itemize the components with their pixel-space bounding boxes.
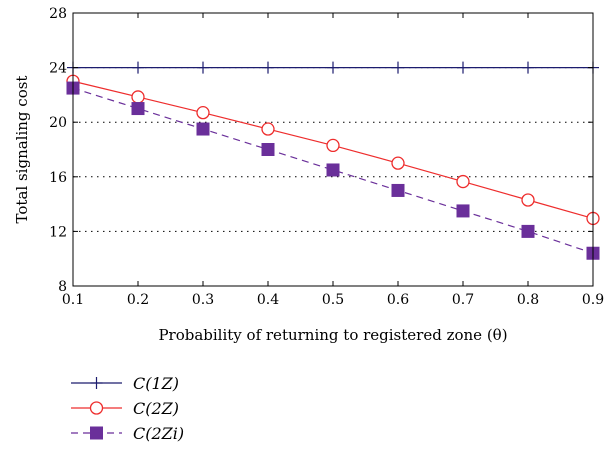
x-tick-label: 0.7 (452, 292, 474, 308)
series-group (66, 61, 600, 260)
data-point (196, 122, 210, 136)
y-axis-label: Total signaling cost (13, 76, 31, 224)
x-tick-label: 0.2 (127, 292, 149, 308)
series-2 (66, 74, 600, 226)
y-tick-label: 28 (49, 6, 67, 22)
data-point (457, 61, 469, 74)
data-point (456, 204, 470, 218)
ticks: 8 12 16 20 24 28 0.1 0.2 0.3 0.4 0.5 0.6 0.7 0.8 0.9 (49, 6, 604, 308)
data-point (522, 61, 534, 74)
data-point (131, 102, 145, 116)
series-3 (66, 81, 600, 260)
y-tick-label: 16 (49, 170, 67, 186)
data-point (196, 105, 210, 120)
y-tick-label: 20 (49, 115, 67, 131)
data-point (521, 224, 535, 238)
legend-label: C(1Z) (133, 374, 179, 393)
legend-label: C(2Zi) (133, 424, 184, 443)
data-point (131, 90, 145, 104)
data-point (90, 377, 103, 389)
data-point (521, 193, 535, 207)
y-tick-label: 12 (49, 224, 67, 240)
data-point (261, 143, 275, 156)
x-tick-label: 0.6 (387, 292, 409, 308)
data-point (89, 401, 104, 415)
data-point (391, 156, 405, 170)
data-point (326, 163, 340, 177)
data-point (262, 61, 274, 74)
data-point (90, 426, 103, 440)
x-tick-label: 0.1 (62, 292, 84, 308)
x-tick-label: 0.8 (517, 292, 539, 308)
data-point (261, 122, 275, 136)
legend-item: C(1Z) (71, 374, 179, 393)
legend-label: C(2Z) (133, 399, 179, 418)
y-tick-label: 8 (58, 279, 67, 295)
data-point (327, 61, 339, 74)
data-point (197, 61, 209, 74)
data-point (132, 61, 144, 74)
data-point (391, 183, 405, 197)
legend-item: C(2Zi) (71, 424, 184, 443)
data-point (456, 174, 470, 189)
y-tick-label: 24 (49, 61, 67, 77)
x-axis-label: Probability of returning to registered z… (158, 326, 507, 344)
data-point (392, 61, 404, 74)
x-tick-label: 0.5 (322, 292, 344, 308)
x-tick-label: 0.9 (582, 292, 604, 308)
series-line (72, 87, 594, 254)
legend: C(1Z) C(2Z) C(2Zi) (71, 374, 184, 443)
x-tick-label: 0.3 (192, 292, 214, 308)
data-point (326, 138, 340, 153)
series-1 (67, 61, 599, 74)
x-tick-label: 0.4 (257, 292, 279, 308)
legend-item: C(2Z) (71, 399, 179, 418)
